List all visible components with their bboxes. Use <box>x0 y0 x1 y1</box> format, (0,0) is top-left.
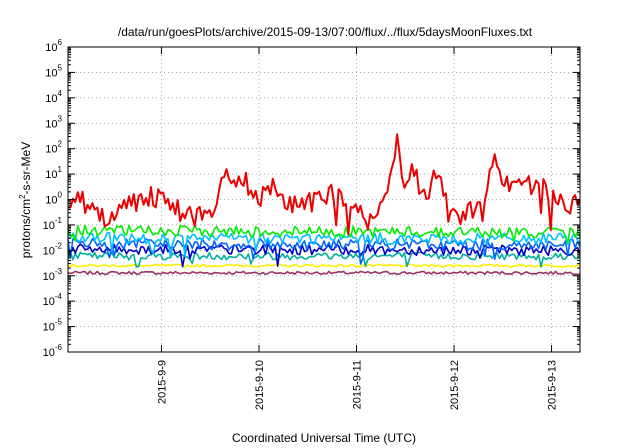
series-line <box>67 133 581 236</box>
y-tick-label: 10-1 <box>43 216 63 232</box>
series-lines <box>67 133 581 276</box>
series-line <box>67 270 581 276</box>
y-tick-label: 103 <box>45 114 62 130</box>
y-tick-label: 106 <box>45 38 62 54</box>
y-tick-label: 105 <box>45 63 62 79</box>
series-line <box>67 237 581 265</box>
x-tick-label: 2015-9-12 <box>449 360 461 410</box>
series-line <box>67 263 581 268</box>
y-tick-label: 10-3 <box>43 267 63 283</box>
y-tick-label: 100 <box>45 191 62 207</box>
x-tick-label: 2015-9-10 <box>254 360 266 410</box>
series-line <box>67 224 581 244</box>
chart-title: /data/run/goesPlots/archive/2015-09-13/0… <box>118 25 533 39</box>
x-axis-label: Coordinated Universal Time (UTC) <box>232 431 416 445</box>
y-axis-label: protons/cm2-s-sr-MeV <box>18 142 33 258</box>
y-tick-label: 10-4 <box>43 292 63 308</box>
y-tick-label: 104 <box>45 89 62 105</box>
y-tick-label: 10-2 <box>43 241 63 257</box>
x-tick-label: 2015-9-13 <box>547 360 559 410</box>
x-tick-label: 2015-9-9 <box>156 360 168 404</box>
y-tick-label: 101 <box>45 165 62 181</box>
y-tick-label: 10-6 <box>43 343 63 359</box>
y-tick-label: 102 <box>45 140 62 156</box>
y-tick-labels: 10-6 10-5 10-4 10-3 10-2 10-1 100 101 102 103 104 1… <box>43 38 63 359</box>
series-line <box>67 231 581 258</box>
axis-ticks <box>68 46 580 353</box>
y-tick-label: 10-5 <box>43 318 63 334</box>
x-tick-labels: 2015-9-9 2015-9-10 2015-9-11 2015-9-12 2015-… <box>156 360 558 410</box>
x-tick-label: 2015-9-11 <box>352 360 364 409</box>
